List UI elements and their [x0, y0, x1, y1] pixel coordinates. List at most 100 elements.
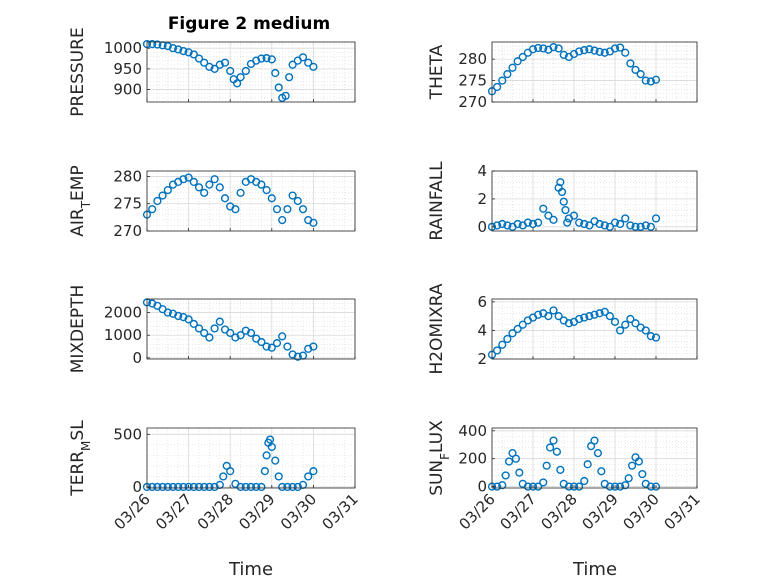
data-point — [556, 465, 565, 474]
data-point — [539, 204, 548, 213]
data-point — [580, 219, 589, 229]
data-point — [309, 342, 318, 351]
data-point — [539, 478, 548, 487]
data-point — [184, 482, 193, 492]
data-point — [610, 218, 620, 227]
data-point — [513, 324, 522, 334]
data-point — [179, 482, 188, 492]
data-point — [508, 329, 517, 338]
data-point — [569, 482, 579, 491]
data-point — [200, 188, 209, 197]
y-tick-label: 4 — [477, 321, 487, 339]
data-point — [518, 52, 527, 62]
y-tick-label: 275 — [113, 195, 142, 213]
data-point — [646, 77, 655, 86]
data-point — [233, 79, 242, 88]
data-point — [605, 312, 614, 321]
data-point — [549, 215, 558, 224]
data-point — [605, 482, 614, 491]
data-point — [226, 66, 235, 76]
data-point — [246, 328, 256, 338]
y-axis-label-main: TERR — [68, 451, 88, 497]
data-point — [585, 45, 594, 54]
y-tick-label: 280 — [458, 50, 487, 68]
axes-box — [146, 298, 356, 360]
data-point — [200, 58, 209, 67]
data-point — [278, 215, 287, 225]
data-point — [646, 482, 655, 491]
y-tick-label: 900 — [113, 81, 142, 99]
data-point — [226, 467, 235, 476]
data-point — [498, 219, 507, 229]
data-point — [252, 482, 261, 492]
data-point — [288, 482, 297, 492]
data-point — [267, 194, 276, 203]
data-point — [624, 474, 633, 483]
y-tick-label: 6 — [477, 293, 487, 311]
data-point — [498, 481, 507, 490]
data-point — [616, 43, 625, 52]
data-point — [241, 66, 250, 76]
data-point — [539, 44, 548, 53]
y-tick-label: 2 — [477, 190, 487, 208]
data-point — [241, 482, 250, 492]
subplot-h2omixra: 6 4 2 H2OMIXRA — [427, 283, 698, 375]
data-point — [595, 309, 604, 318]
data-point — [215, 317, 224, 326]
y-axis-label: PRESSURE — [68, 27, 88, 116]
data-point — [210, 175, 219, 184]
data-point — [271, 68, 280, 78]
data-point — [205, 482, 214, 492]
data-point — [631, 222, 640, 231]
data-point — [641, 76, 650, 85]
data-point — [641, 326, 650, 335]
data-point — [158, 191, 167, 200]
data-point — [174, 311, 183, 321]
data-point — [288, 60, 297, 69]
data-point — [278, 482, 287, 492]
subplot-mixdepth: 2000 1000 0 MIXDEPTH — [68, 285, 356, 374]
data-point — [549, 436, 558, 445]
data-point — [585, 221, 594, 230]
data-point — [252, 56, 261, 65]
data-point — [200, 482, 209, 492]
y-tick-label: 500 — [113, 425, 142, 443]
y-tick-label: 2 — [477, 350, 487, 368]
data-point — [189, 50, 198, 59]
data-point — [563, 218, 572, 227]
axes-box — [491, 41, 698, 103]
data-point — [220, 194, 230, 203]
data-point — [534, 482, 543, 491]
data-point — [271, 456, 280, 465]
y-tick-label: 0 — [132, 478, 142, 496]
data-point — [205, 62, 214, 71]
data-point — [236, 73, 245, 82]
data-point — [600, 221, 609, 230]
data-point — [148, 205, 157, 214]
y-tick-label: 0 — [477, 218, 487, 236]
data-point — [626, 221, 635, 230]
data-point — [498, 76, 507, 85]
data-point — [597, 467, 606, 476]
data-point — [194, 482, 204, 492]
data-point — [267, 442, 276, 452]
y-tick-label: 0 — [477, 478, 487, 496]
data-point — [554, 312, 563, 321]
data-point — [621, 214, 630, 223]
data-point — [215, 183, 224, 192]
data-point — [184, 48, 193, 57]
data-point — [283, 342, 292, 351]
data-point — [580, 313, 589, 322]
data-point — [559, 197, 568, 206]
y-tick-label: 950 — [113, 60, 142, 78]
data-point — [153, 196, 162, 206]
data-point — [616, 326, 625, 335]
x-axis-label-right: Time — [572, 559, 617, 580]
y-axis-label: MIXDEPTH — [68, 285, 88, 374]
data-point — [257, 180, 266, 189]
data-point — [523, 482, 532, 491]
data-point — [189, 177, 198, 187]
data-point — [168, 482, 178, 492]
data-point — [580, 476, 589, 486]
data-point — [174, 45, 183, 54]
